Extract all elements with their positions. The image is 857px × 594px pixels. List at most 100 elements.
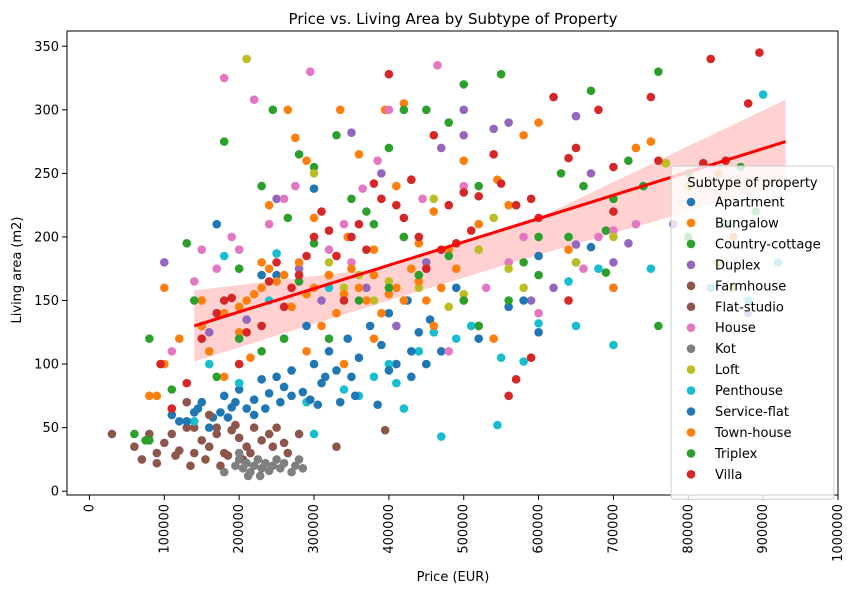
data-point	[317, 378, 326, 388]
data-point	[309, 429, 319, 439]
data-point	[152, 458, 162, 468]
data-point	[283, 105, 293, 115]
data-point	[193, 404, 203, 413]
data-point	[564, 153, 573, 163]
data-point	[354, 219, 364, 229]
data-point	[171, 451, 180, 460]
data-point	[294, 258, 304, 267]
data-point	[392, 181, 401, 191]
data-point	[335, 397, 345, 407]
data-point	[324, 270, 334, 280]
legend-label: House	[715, 321, 756, 336]
data-point	[534, 308, 543, 318]
data-point	[294, 429, 304, 439]
data-point	[272, 277, 281, 286]
data-point	[407, 175, 416, 185]
data-point	[145, 436, 154, 445]
data-point	[160, 283, 169, 293]
data-point	[174, 416, 184, 426]
data-point	[182, 378, 192, 388]
data-point	[152, 448, 162, 458]
data-point	[320, 372, 330, 382]
data-point	[631, 219, 641, 229]
data-point	[414, 232, 424, 242]
data-point	[107, 429, 117, 439]
data-point	[264, 277, 274, 286]
data-point	[354, 353, 364, 363]
legend-marker	[686, 470, 696, 479]
data-point	[234, 245, 244, 254]
data-point	[654, 67, 663, 76]
data-point	[279, 458, 289, 468]
data-point	[257, 321, 266, 331]
data-point	[204, 347, 214, 356]
data-point	[422, 359, 431, 369]
data-point	[339, 385, 349, 394]
data-point	[291, 133, 300, 143]
data-point	[594, 264, 603, 274]
data-point	[216, 461, 225, 471]
data-point	[130, 429, 139, 439]
data-point	[646, 92, 656, 102]
data-point	[197, 245, 207, 254]
data-point	[369, 296, 379, 305]
data-point	[504, 118, 513, 127]
data-point	[332, 251, 341, 261]
data-point	[429, 130, 439, 140]
series-service-flat	[167, 184, 596, 432]
series-flat-studio	[152, 397, 304, 471]
data-point	[459, 181, 469, 191]
data-point	[264, 200, 274, 210]
data-point	[350, 391, 360, 401]
data-point	[212, 372, 222, 382]
data-point	[369, 372, 379, 382]
data-point	[624, 238, 633, 248]
data-point	[384, 143, 394, 153]
data-point	[253, 455, 263, 464]
data-point	[504, 302, 513, 312]
data-point	[302, 347, 311, 356]
chart-title: Price vs. Living Area by Subtype of Prop…	[289, 10, 618, 28]
series-town-house	[145, 245, 498, 401]
data-point	[556, 169, 566, 178]
data-point	[347, 232, 356, 242]
data-point	[571, 258, 581, 267]
data-point	[145, 334, 154, 343]
legend-marker	[686, 449, 696, 458]
y-tick-label: 0	[51, 485, 59, 500]
y-tick-label: 100	[34, 358, 59, 373]
data-point	[243, 471, 253, 481]
data-point	[571, 321, 581, 331]
data-point	[459, 289, 469, 299]
legend-marker	[686, 197, 696, 207]
data-point	[377, 194, 386, 204]
data-point	[249, 423, 259, 432]
data-point	[201, 455, 210, 464]
legend-marker	[686, 428, 696, 437]
data-point	[601, 226, 611, 235]
data-point	[294, 264, 304, 274]
data-point	[519, 283, 528, 293]
data-point	[223, 451, 233, 460]
data-point	[294, 277, 304, 286]
data-point	[481, 283, 491, 293]
data-point	[249, 289, 259, 299]
data-point	[219, 391, 229, 401]
series-apartment	[174, 219, 618, 426]
data-point	[189, 416, 199, 426]
data-point	[160, 258, 169, 267]
data-point	[414, 347, 424, 356]
data-point	[167, 429, 177, 439]
legend: Subtype of property Apartment Bungalow Coun…	[670, 165, 835, 500]
data-point	[706, 54, 716, 64]
data-point	[414, 277, 424, 286]
data-point	[249, 461, 259, 471]
data-point	[216, 408, 225, 417]
data-point	[594, 105, 603, 115]
data-point	[332, 442, 341, 451]
legend-label: Farmhouse	[715, 279, 786, 294]
data-point	[399, 232, 409, 242]
data-point	[212, 264, 222, 274]
legend-label: Town-house	[714, 426, 791, 441]
